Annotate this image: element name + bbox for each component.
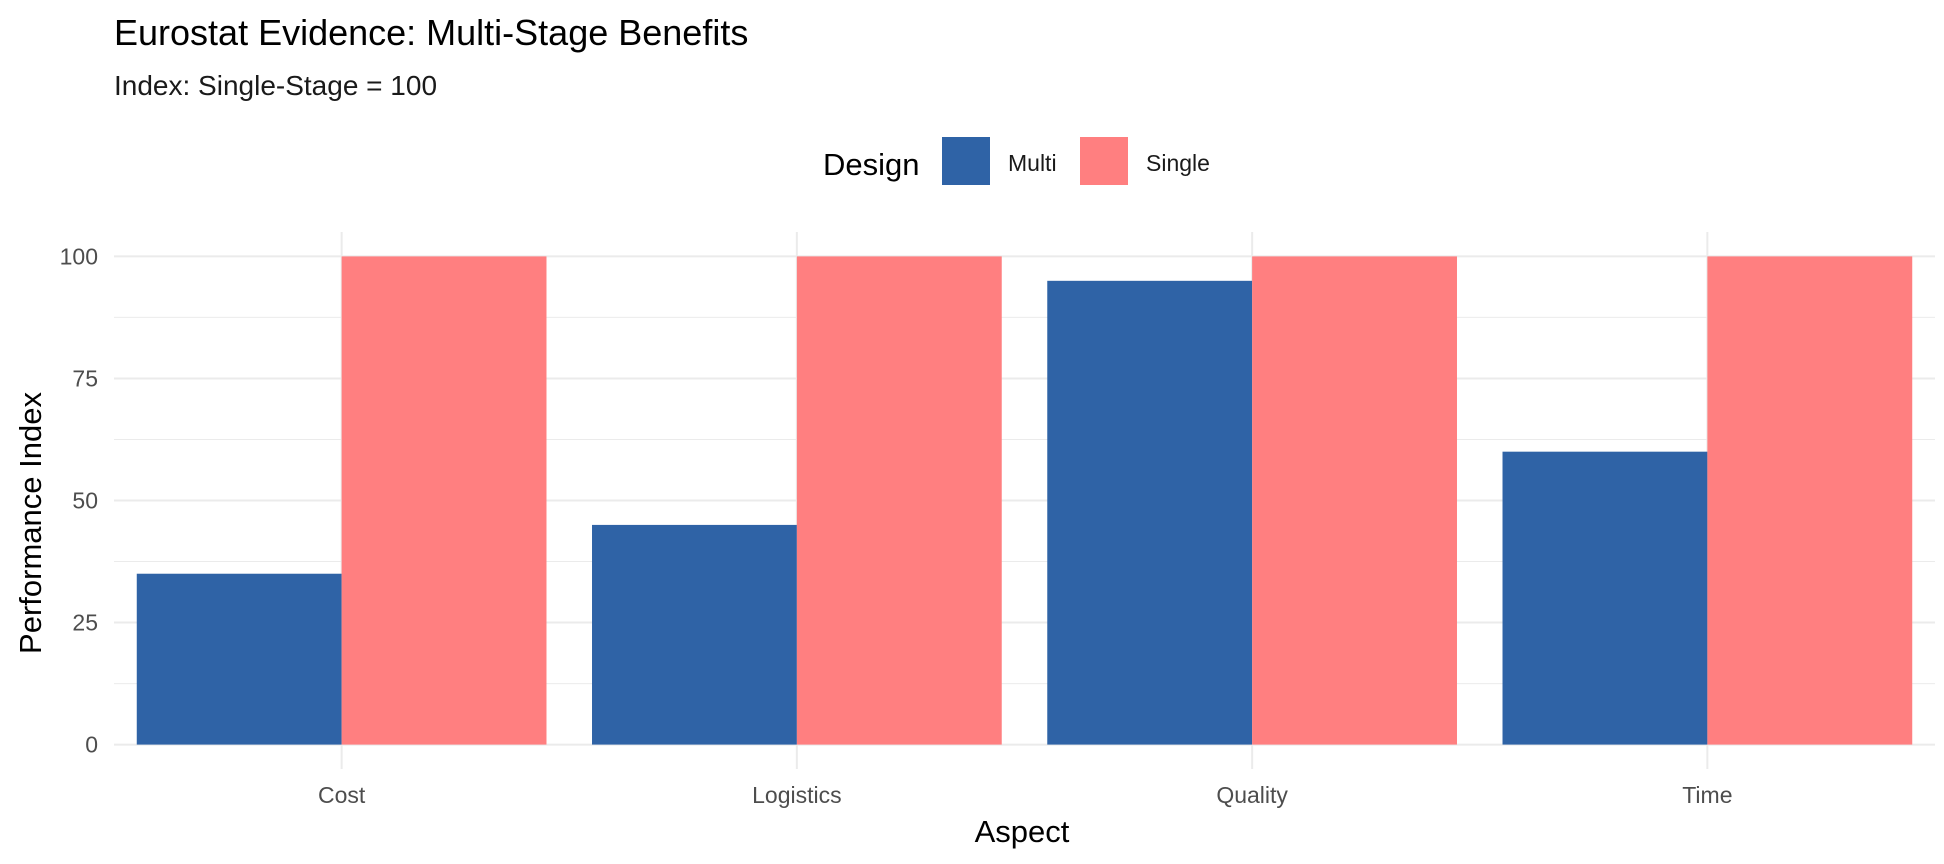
y-tick-label: 25 <box>72 610 98 636</box>
bar-multi-quality <box>1047 280 1253 745</box>
y-tick-label: 0 <box>85 732 98 758</box>
x-axis-ticks: Cost Logistics Quality Time <box>318 782 1733 808</box>
bar-single-quality <box>1252 256 1457 745</box>
bars <box>136 256 1913 745</box>
x-tick-label: Quality <box>1216 782 1288 808</box>
chart-subtitle: Index: Single-Stage = 100 <box>114 70 437 101</box>
x-tick-label: Time <box>1682 782 1732 808</box>
legend-key-multi <box>942 137 990 185</box>
x-tick-label: Logistics <box>752 782 841 808</box>
bar-single-time <box>1707 256 1913 745</box>
legend-title: Design <box>823 147 920 182</box>
legend: Design Multi Single <box>823 137 1210 185</box>
bar-multi-time <box>1502 451 1708 745</box>
bar-multi-cost <box>136 573 342 745</box>
legend-key-single <box>1080 137 1128 185</box>
legend-label-multi: Multi <box>1008 150 1057 176</box>
bar-single-logistics <box>796 256 1002 745</box>
y-axis-ticks: 0 25 50 75 100 <box>60 243 98 757</box>
y-tick-label: 75 <box>72 365 98 391</box>
x-axis-title: Aspect <box>975 814 1070 849</box>
bar-multi-logistics <box>592 524 797 745</box>
y-tick-label: 100 <box>60 243 98 269</box>
chart-title: Eurostat Evidence: Multi-Stage Benefits <box>114 12 748 53</box>
y-tick-label: 50 <box>72 488 98 514</box>
legend-label-single: Single <box>1146 150 1210 176</box>
y-axis-title: Performance Index <box>13 392 48 654</box>
bar-single-cost <box>341 256 547 745</box>
x-tick-label: Cost <box>318 782 366 808</box>
